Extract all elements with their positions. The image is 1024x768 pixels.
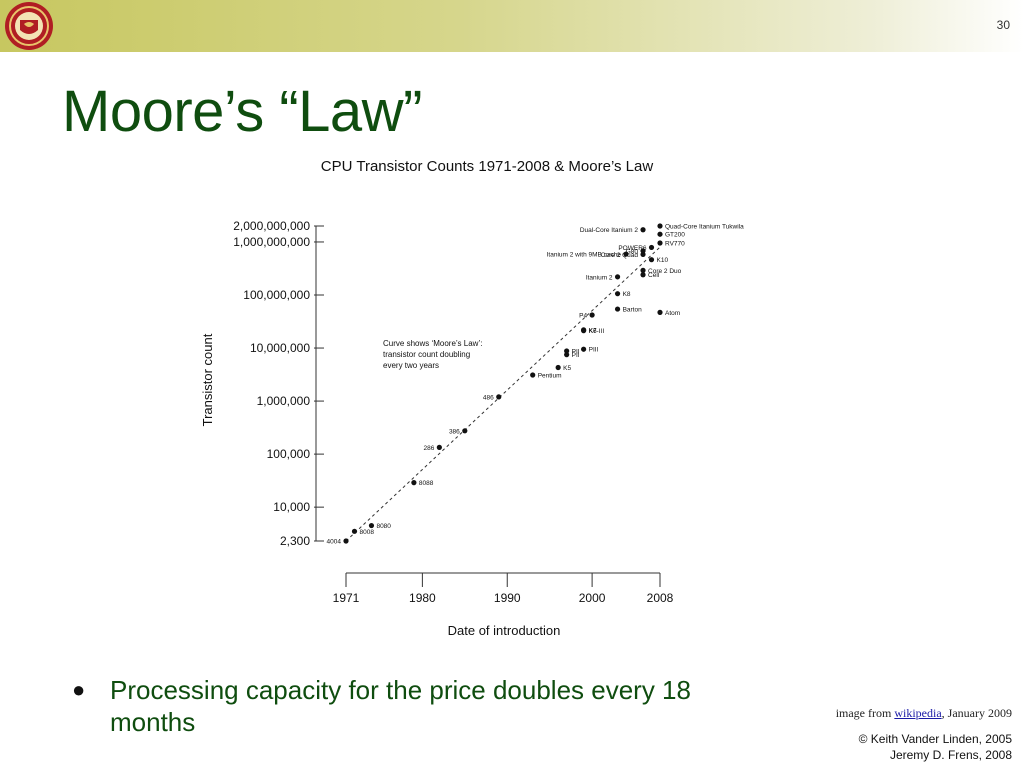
data-point-label: 386 [449, 428, 460, 435]
y-tick-label: 10,000 [273, 500, 310, 514]
data-point [343, 538, 349, 544]
x-tick-label: 1971 [333, 591, 360, 605]
transistor-count-chart: CPU Transistor Counts 1971-2008 & Moore’… [200, 158, 744, 638]
y-tick-label: 10,000,000 [250, 341, 310, 355]
data-point-label: PII [572, 352, 580, 359]
data-point-label: RV770 [665, 241, 685, 248]
data-point-label: Barton [623, 307, 643, 314]
data-point [589, 312, 595, 318]
chart-title: CPU Transistor Counts 1971-2008 & Moore’… [321, 158, 654, 175]
wikipedia-link[interactable]: wikipedia [894, 706, 942, 720]
data-point [657, 240, 663, 246]
data-point [614, 306, 621, 312]
y-tick-label: 1,000,000,000 [233, 235, 310, 249]
data-point-label: K10 [657, 257, 669, 264]
y-tick-label: 100,000,000 [243, 288, 310, 302]
data-point [555, 364, 561, 371]
data-point [657, 309, 663, 315]
y-axis: 2,300 10,000 100,000 1,000,000 10,000,000 100… [233, 219, 324, 548]
data-point-label: K6-III [589, 328, 605, 335]
data-point-label: Core 2 Duo [648, 268, 682, 275]
annotation-line: Curve shows ‘Moore’s Law’: [383, 339, 482, 348]
x-axis-label: Date of introduction [448, 623, 561, 638]
data-point [648, 257, 655, 263]
source-prefix: image from [835, 706, 895, 720]
data-point [640, 227, 646, 233]
bullet-dot-icon: ● [72, 677, 86, 702]
data-point-label: P4 [579, 312, 587, 319]
data-point-label: GT200 [665, 232, 685, 239]
data-point [564, 348, 570, 354]
data-point [657, 231, 663, 237]
data-point-label: 4004 [327, 539, 342, 546]
moores-law-trend [345, 246, 661, 542]
copyright-line-1: © Keith Vander Linden, 2005 [858, 732, 1012, 746]
annotation-line: every two years [383, 361, 439, 370]
y-tick-label: 2,300 [280, 534, 310, 548]
x-tick-label: 1980 [409, 591, 436, 605]
y-tick-label: 100,000 [267, 447, 311, 461]
y-axis-label: Transistor count [200, 333, 215, 426]
data-point [648, 244, 655, 251]
slide-title: Moore’s “Law” [62, 79, 422, 144]
data-point-label: 8080 [376, 523, 391, 530]
data-point [411, 480, 417, 486]
data-point-label: 286 [423, 445, 434, 452]
data-point-label: PIII [589, 347, 599, 354]
data-point-label: G80 [626, 248, 639, 255]
data-point [640, 267, 646, 273]
data-point-label: PII [572, 348, 580, 355]
data-point-label: POWER6 [618, 245, 647, 252]
data-point [368, 522, 375, 529]
data-point [614, 274, 621, 280]
data-points: 4004800880808088286386486PentiumK5PIIPII… [327, 223, 744, 546]
data-point [640, 251, 646, 258]
data-point-label: Itanium 2 [586, 274, 613, 281]
data-point-label: Cell [648, 272, 660, 279]
source-suffix: , January 2009 [941, 706, 1012, 720]
data-point-label: Pentium [538, 373, 562, 380]
x-tick-label: 2000 [579, 591, 606, 605]
data-point-label: Atom [665, 310, 680, 317]
data-point-label: K8 [623, 291, 631, 298]
data-point-label: Quad-Core Itanium Tukwila [665, 224, 744, 231]
copyright-line-2: Jeremy D. Frens, 2008 [889, 748, 1012, 762]
data-point [436, 444, 442, 450]
data-point [581, 327, 587, 333]
copyright: © Keith Vander Linden, 2005 Jeremy D. Fr… [859, 731, 1012, 763]
data-point [530, 372, 536, 378]
data-point [564, 352, 570, 358]
data-point [351, 528, 358, 534]
data-point-label: Core 2 Quad [601, 252, 639, 259]
data-point-label: Dual-Core Itanium 2 [580, 227, 639, 234]
data-point-label: Itanium 2 with 9MB cache [547, 252, 622, 259]
y-tick-label: 1,000,000 [257, 394, 311, 408]
data-point [496, 394, 502, 400]
data-point-label: K5 [563, 365, 571, 372]
bullet-text: Processing capacity for the price double… [110, 675, 691, 737]
image-source: image from wikipedia, January 2009 [836, 706, 1012, 721]
trend-line [345, 246, 661, 542]
x-tick-label: 2008 [647, 591, 674, 605]
data-point [581, 346, 587, 352]
x-tick-label: 1990 [494, 591, 521, 605]
x-axis: 1971 1980 1990 2000 2008 [333, 572, 674, 605]
chart-annotation: Curve shows ‘Moore’s Law’: transistor cou… [383, 339, 482, 370]
university-seal-icon [5, 2, 53, 50]
data-point [462, 428, 468, 434]
data-point [614, 291, 621, 297]
data-point-label: 486 [483, 394, 494, 401]
header-bar [0, 0, 1024, 52]
data-point-label: K7 [589, 327, 597, 334]
data-point-label: 8008 [359, 529, 374, 536]
data-point [623, 251, 629, 257]
y-tick-label: 2,000,000,000 [233, 219, 310, 233]
annotation-line: transistor count doubling [383, 350, 470, 359]
data-point [640, 272, 646, 278]
data-point [657, 223, 663, 229]
data-point [640, 248, 646, 254]
data-point-label: 8088 [419, 480, 434, 487]
slide-number: 30 [996, 18, 1010, 32]
